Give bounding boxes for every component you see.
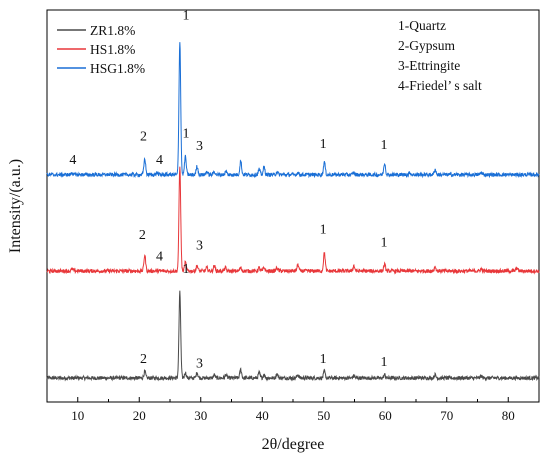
peak-label-7: 1	[182, 126, 189, 141]
peak-label-3: 4	[156, 153, 163, 168]
peak-label-10: 4	[156, 249, 163, 264]
peak-label-12: 1	[381, 235, 388, 250]
peak-label-9: 3	[196, 239, 203, 254]
x-tick-label-2: 30	[194, 408, 207, 423]
peak-label-17: 1	[381, 355, 388, 370]
y-axis-label: Intensity/(a.u.)	[7, 159, 24, 253]
legend-label-1: HS1.8%	[90, 42, 135, 57]
peak-label-2: 4	[69, 153, 76, 168]
x-axis-label: 2θ/degree	[262, 436, 325, 453]
phase-key-item-0: 1-Quartz	[398, 18, 446, 33]
series-line-2	[46, 42, 540, 179]
peak-label-5: 1	[320, 137, 327, 152]
x-tick-label-3: 40	[256, 408, 269, 423]
legend: ZR1.8% HS1.8% HSG1.8%	[57, 23, 145, 76]
peak-label-1: 2	[140, 129, 147, 144]
x-tick-label-4: 50	[317, 408, 330, 423]
peak-label-13: 1	[182, 262, 189, 277]
x-tick-label-5: 60	[379, 408, 392, 423]
x-tick-label-6: 70	[440, 408, 453, 423]
phase-key-item-3: 4-Friedel’ s salt	[398, 78, 482, 93]
peak-label-6: 1	[381, 138, 388, 153]
peak-label-0: 1	[182, 9, 189, 24]
phase-key: 1-Quartz 2-Gypsum 3-Ettringite 4-Friedel’ s…	[398, 18, 482, 93]
phase-key-item-1: 2-Gypsum	[398, 38, 455, 53]
series-layer	[46, 42, 540, 382]
peak-label-11: 1	[320, 223, 327, 238]
x-tick-label-0: 10	[71, 408, 84, 423]
peak-label-16: 1	[320, 352, 327, 367]
x-tick-label-7: 80	[502, 408, 515, 423]
peak-label-4: 3	[196, 139, 203, 154]
series-line-0	[46, 290, 540, 382]
phase-key-item-2: 3-Ettringite	[398, 58, 460, 73]
legend-label-2: HSG1.8%	[90, 61, 145, 76]
x-tick-label-1: 20	[133, 408, 146, 423]
peak-label-8: 2	[139, 228, 146, 243]
legend-label-0: ZR1.8%	[90, 23, 135, 38]
peak-label-14: 2	[140, 352, 147, 367]
series-line-1	[46, 166, 540, 275]
peak-label-15: 3	[196, 356, 203, 371]
x-axis-ticks: 10 20 30 40 50 60 70 80	[71, 397, 515, 423]
